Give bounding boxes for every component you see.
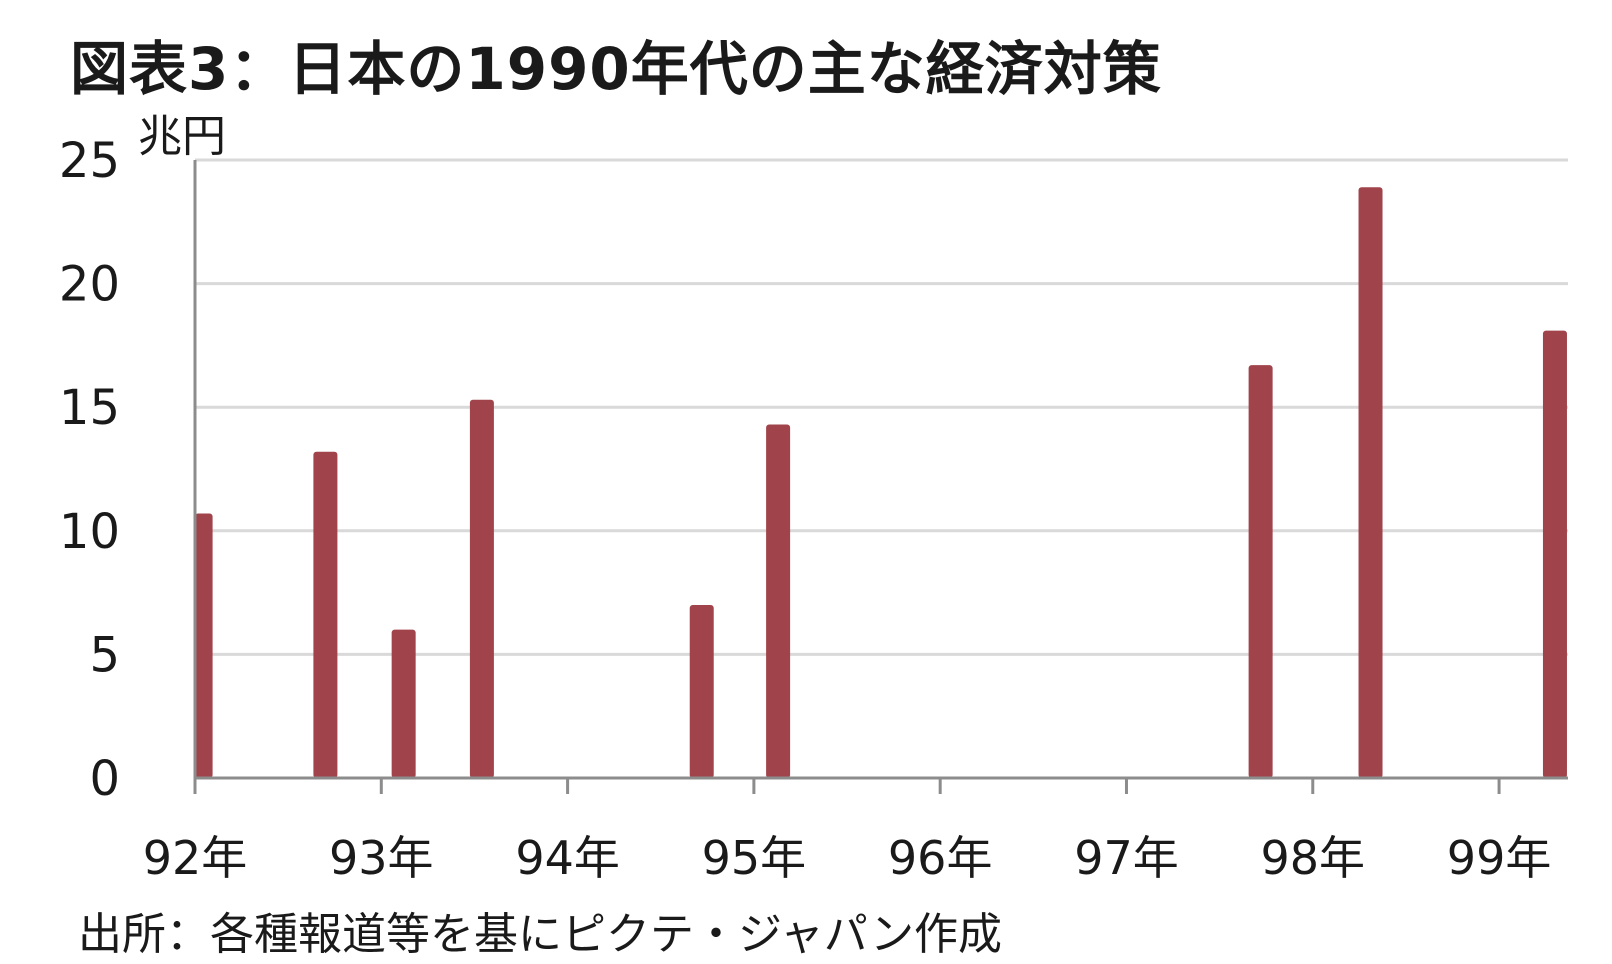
x-tick-label: 96年: [888, 831, 993, 885]
x-tick-label: 97年: [1074, 831, 1179, 885]
bar: [469, 399, 494, 778]
bar: [766, 424, 791, 778]
bar: [1358, 187, 1383, 778]
bar: [689, 604, 714, 778]
axes: [193, 160, 1568, 794]
y-tick-label: 20: [59, 257, 120, 313]
bar: [391, 629, 416, 778]
chart-title: 図表3：日本の1990年代の主な経済対策: [70, 35, 1162, 103]
x-tick-label: 99年: [1447, 831, 1552, 885]
y-tick-label: 5: [89, 627, 120, 683]
x-tick-label: 94年: [515, 831, 620, 885]
tick-labels: 0 5 10 15 20 25 92年 93年 94年 95年 96年 97年 98年 99年: [59, 133, 1551, 885]
y-tick-label: 15: [59, 380, 120, 436]
bar: [313, 451, 338, 778]
x-tick-label: 93年: [329, 831, 434, 885]
source-note: 出所：各種報道等を基にピクテ・ジャパン作成: [78, 909, 1002, 960]
bar: [1248, 365, 1273, 778]
y-tick-label: 0: [89, 751, 120, 807]
y-tick-label: 10: [59, 504, 120, 560]
bars: [195, 187, 1567, 778]
bar: [195, 513, 213, 778]
x-tick-label: 92年: [143, 831, 248, 885]
gridlines: [195, 158, 1568, 656]
y-tick-label: 25: [59, 133, 120, 189]
x-tick-label: 95年: [702, 831, 807, 885]
x-tick-label: 98年: [1261, 831, 1366, 885]
bar: [1542, 330, 1567, 778]
y-axis-unit-label: 兆円: [138, 111, 226, 162]
